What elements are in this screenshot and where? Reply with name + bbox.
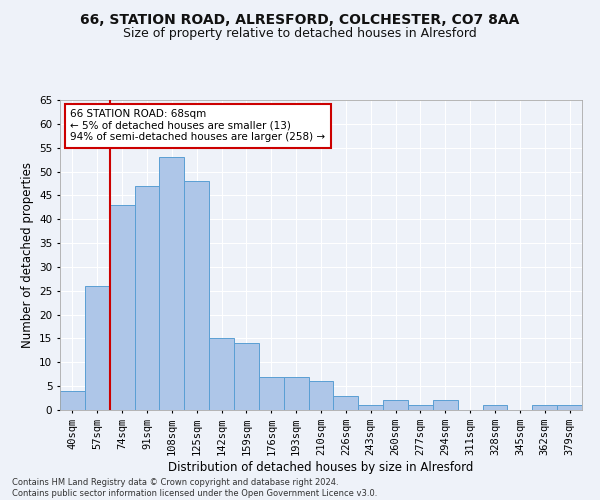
- Bar: [234, 343, 259, 410]
- Bar: [209, 338, 234, 410]
- Bar: [532, 405, 557, 410]
- Bar: [85, 286, 110, 410]
- Bar: [358, 405, 383, 410]
- Bar: [334, 396, 358, 410]
- Bar: [160, 157, 184, 410]
- X-axis label: Distribution of detached houses by size in Alresford: Distribution of detached houses by size …: [169, 460, 473, 473]
- Bar: [134, 186, 160, 410]
- Text: Contains HM Land Registry data © Crown copyright and database right 2024.
Contai: Contains HM Land Registry data © Crown c…: [12, 478, 377, 498]
- Bar: [284, 376, 308, 410]
- Text: 66 STATION ROAD: 68sqm
← 5% of detached houses are smaller (13)
94% of semi-deta: 66 STATION ROAD: 68sqm ← 5% of detached …: [70, 110, 326, 142]
- Bar: [308, 382, 334, 410]
- Text: Size of property relative to detached houses in Alresford: Size of property relative to detached ho…: [123, 28, 477, 40]
- Text: 66, STATION ROAD, ALRESFORD, COLCHESTER, CO7 8AA: 66, STATION ROAD, ALRESFORD, COLCHESTER,…: [80, 12, 520, 26]
- Bar: [60, 391, 85, 410]
- Bar: [184, 181, 209, 410]
- Bar: [259, 376, 284, 410]
- Y-axis label: Number of detached properties: Number of detached properties: [20, 162, 34, 348]
- Bar: [557, 405, 582, 410]
- Bar: [110, 205, 134, 410]
- Bar: [383, 400, 408, 410]
- Bar: [433, 400, 458, 410]
- Bar: [408, 405, 433, 410]
- Bar: [482, 405, 508, 410]
